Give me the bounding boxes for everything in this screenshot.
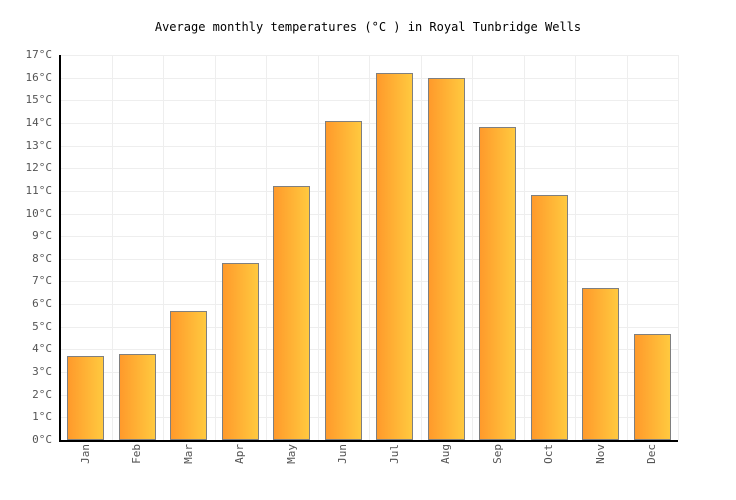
y-tick-label: 7°C (32, 274, 52, 288)
y-tick-label: 8°C (32, 251, 52, 265)
x-tick-label-may: May (284, 444, 298, 464)
gridline-vertical (266, 55, 267, 440)
y-tick-label: 2°C (32, 387, 52, 401)
gridline-vertical (111, 55, 113, 440)
x-tick-label-sep: Sep (490, 444, 504, 464)
y-tick-label: 4°C (32, 342, 52, 356)
x-tick-label-jun: Jun (336, 444, 350, 464)
bar-may (273, 186, 311, 440)
x-tick-label-apr: Apr (233, 444, 247, 464)
x-tick-label-feb: Feb (130, 444, 144, 464)
bar-oct (530, 195, 568, 440)
gridline-vertical (369, 55, 370, 440)
bar-aug (427, 78, 465, 440)
bar-jan (67, 356, 105, 440)
gridline-vertical (626, 55, 628, 440)
x-tick-label-nov: Nov (593, 444, 607, 464)
y-tick-label: 13°C (25, 138, 53, 152)
y-tick-label: 14°C (25, 115, 53, 129)
y-tick-label: 6°C (32, 297, 52, 311)
gridline-vertical (420, 55, 422, 440)
bar-feb (118, 354, 156, 440)
chart-title: Average monthly temperatures (°C ) in Ro… (154, 20, 582, 34)
gridline-vertical (472, 55, 473, 440)
y-tick-label: 15°C (25, 93, 53, 107)
y-tick-label: 10°C (25, 206, 53, 220)
y-tick-label: 17°C (25, 48, 53, 61)
y-tick-label: 0°C (32, 433, 52, 446)
y-tick-label: 3°C (32, 365, 52, 379)
bar-mar (170, 311, 208, 440)
y-tick-label: 11°C (25, 183, 53, 197)
bar-dec (633, 334, 671, 440)
y-tick-label: 12°C (25, 161, 53, 175)
y-tick-label: 1°C (32, 410, 52, 424)
bar-sep (479, 127, 517, 440)
bar-apr (221, 263, 259, 440)
x-axis-line (59, 440, 678, 442)
gridline-vertical (678, 55, 679, 440)
bar-jul (376, 73, 414, 440)
x-tick-label-mar: Mar (181, 444, 195, 464)
y-tick-label: 9°C (32, 229, 52, 243)
y-tick-label: 5°C (32, 319, 52, 333)
gridline-vertical (214, 55, 216, 440)
x-tick-label-jul: Jul (387, 444, 401, 464)
gridline-vertical (523, 55, 525, 440)
y-tick-label: 16°C (25, 70, 53, 84)
gridline-vertical (575, 55, 576, 440)
gridline-vertical (163, 55, 164, 440)
bar-jun (324, 121, 362, 440)
x-tick-label-dec: Dec (645, 444, 659, 464)
x-tick-label-oct: Oct (542, 444, 556, 464)
y-axis-line (59, 55, 61, 442)
x-tick-label-jan: Jan (78, 444, 92, 464)
x-tick-label-aug: Aug (439, 444, 453, 464)
bar-nov (582, 288, 620, 440)
gridline-vertical (317, 55, 319, 440)
